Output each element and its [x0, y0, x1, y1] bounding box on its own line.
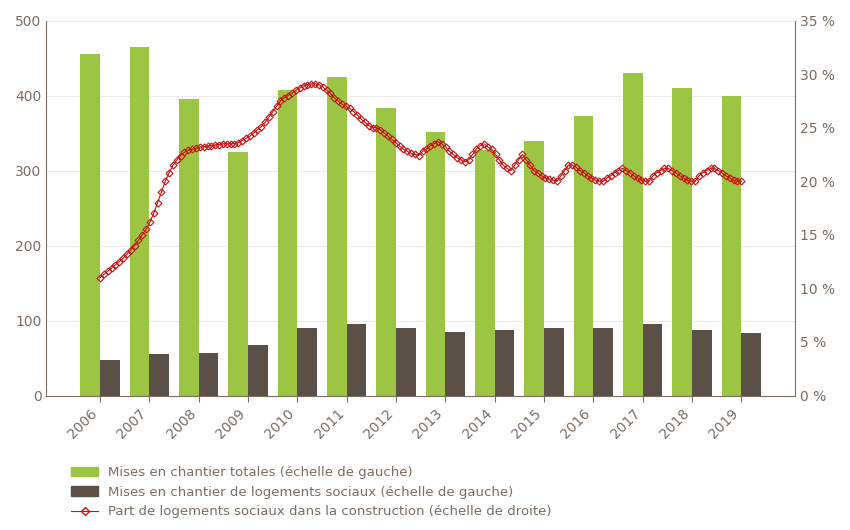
Bar [100, 360, 120, 395]
Bar [150, 354, 169, 395]
Bar [623, 73, 643, 395]
Bar [278, 90, 297, 395]
Bar [426, 131, 445, 395]
Bar [672, 88, 692, 395]
Bar [80, 54, 100, 395]
Legend: Mises en chantier totales (échelle de gauche), Mises en chantier de logements so: Mises en chantier totales (échelle de ga… [66, 461, 557, 524]
Bar [396, 328, 416, 395]
Bar [298, 328, 317, 395]
Bar [445, 332, 465, 395]
Bar [495, 330, 514, 395]
Bar [574, 116, 593, 395]
Bar [199, 353, 218, 395]
Bar [129, 47, 150, 395]
Bar [643, 324, 662, 395]
Bar [544, 328, 564, 395]
Bar [692, 330, 711, 395]
Bar [347, 324, 366, 395]
Bar [229, 152, 248, 395]
Bar [178, 99, 199, 395]
Bar [722, 95, 741, 395]
Bar [377, 108, 396, 395]
Bar [741, 332, 761, 395]
Bar [524, 140, 544, 395]
Bar [327, 77, 347, 395]
Bar [475, 149, 495, 395]
Bar [593, 328, 613, 395]
Bar [248, 344, 268, 395]
